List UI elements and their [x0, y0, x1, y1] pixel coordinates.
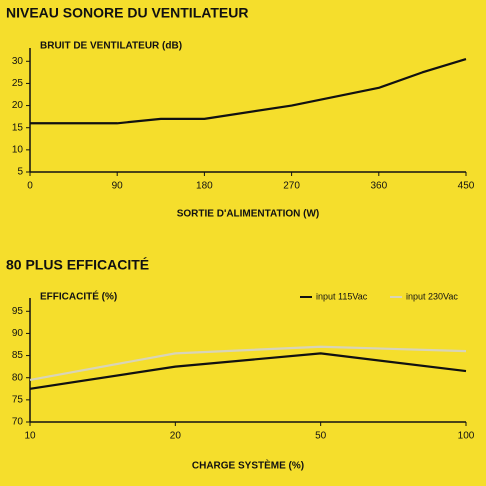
- y-tick-label: 95: [12, 306, 24, 317]
- y-tick-label: 90: [12, 328, 24, 339]
- y-tick-label: 30: [12, 56, 24, 67]
- y-tick-label: 75: [12, 394, 24, 405]
- x-tick-label: 270: [283, 181, 300, 192]
- legend-label: input 115Vac: [316, 291, 368, 301]
- legend-label: input 230Vac: [406, 291, 458, 301]
- y-axis-label: BRUIT DE VENTILATEUR (dB): [40, 41, 182, 52]
- y-tick-label: 25: [12, 78, 24, 89]
- x-tick-label: 20: [170, 431, 182, 442]
- y-tick-label: 10: [12, 144, 24, 155]
- y-tick-label: 20: [12, 100, 24, 111]
- x-axis-label: CHARGE SYSTÈME (%): [192, 459, 304, 472]
- x-tick-label: 0: [27, 181, 33, 192]
- y-tick-label: 80: [12, 372, 24, 383]
- x-tick-label: 360: [370, 181, 387, 192]
- y-tick-label: 5: [17, 167, 23, 178]
- x-tick-label: 10: [24, 431, 36, 442]
- x-axis-label: SORTIE D'ALIMENTATION (W): [177, 209, 320, 220]
- x-tick-label: 100: [458, 431, 475, 442]
- x-tick-label: 180: [196, 181, 213, 192]
- data-line: [29, 345, 467, 382]
- y-tick-label: 15: [12, 122, 24, 133]
- x-tick-label: 50: [315, 431, 327, 442]
- y-axis-label: EFFICACITÉ (%): [40, 290, 117, 303]
- x-tick-label: 90: [112, 181, 124, 192]
- x-tick-label: 450: [458, 181, 475, 192]
- chart-title: 80 PLUS EFFICACITÉ: [6, 257, 149, 273]
- chart-title: NIVEAU SONORE DU VENTILATEUR: [6, 5, 248, 21]
- y-tick-label: 85: [12, 350, 24, 361]
- y-tick-label: 70: [12, 417, 24, 428]
- data-line: [29, 352, 467, 390]
- data-line: [30, 58, 467, 125]
